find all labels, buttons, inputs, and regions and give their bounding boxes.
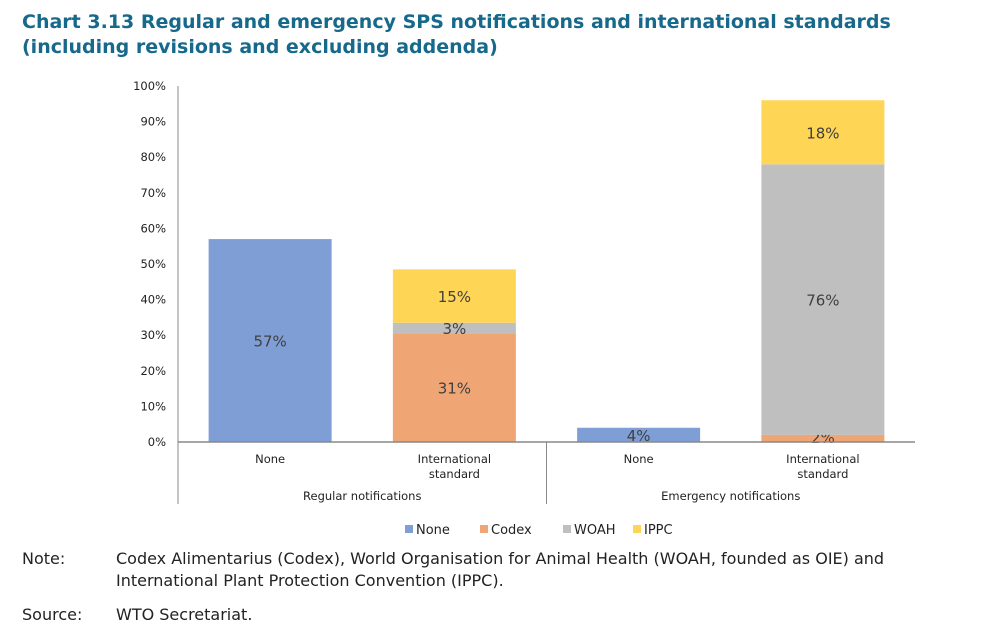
source-text: WTO Secretariat. bbox=[116, 605, 253, 624]
x-group-label: Emergency notifications bbox=[661, 489, 800, 503]
source-label: Source: bbox=[22, 605, 83, 624]
legend-label: IPPC bbox=[644, 523, 673, 538]
bar-segment-woah bbox=[761, 164, 885, 435]
bar-segment-codex bbox=[761, 434, 885, 442]
data-label: 31% bbox=[438, 380, 471, 398]
y-tick-label: 40% bbox=[140, 293, 166, 307]
bar-segment-none bbox=[208, 239, 332, 442]
y-tick-label: 80% bbox=[140, 150, 166, 164]
source: Source: WTO Secretariat. bbox=[22, 604, 1000, 626]
legend-label: Codex bbox=[491, 523, 532, 538]
bar-segment-woah bbox=[392, 322, 516, 334]
note-text: Codex Alimentarius (Codex), World Organi… bbox=[116, 549, 885, 590]
data-label: 57% bbox=[253, 333, 286, 351]
y-tick-label: 10% bbox=[140, 399, 166, 413]
x-group-label: Regular notifications bbox=[303, 489, 421, 503]
y-tick-label: 30% bbox=[140, 328, 166, 342]
data-label: 18% bbox=[806, 124, 839, 142]
note: Note: Codex Alimentarius (Codex), World … bbox=[22, 548, 1000, 592]
legend-swatch-codex bbox=[480, 525, 488, 533]
legend-swatch-none bbox=[405, 525, 413, 533]
y-tick-label: 100% bbox=[133, 79, 166, 93]
x-category-label: None bbox=[624, 452, 654, 466]
x-category-label: International bbox=[786, 452, 859, 466]
data-label: 3% bbox=[442, 320, 466, 338]
legend-swatch-ippc bbox=[633, 525, 641, 533]
y-tick-label: 20% bbox=[140, 364, 166, 378]
title-line-2: (including revisions and excluding adden… bbox=[22, 36, 498, 58]
note-label: Note: bbox=[22, 549, 66, 568]
y-tick-label: 90% bbox=[140, 115, 166, 129]
data-label: 76% bbox=[806, 292, 839, 310]
data-label: 15% bbox=[438, 288, 471, 306]
legend-label: None bbox=[416, 523, 450, 538]
title-line-1: Chart 3.13 Regular and emergency SPS not… bbox=[22, 11, 891, 33]
y-tick-label: 70% bbox=[140, 186, 166, 200]
x-category-label: None bbox=[255, 452, 285, 466]
y-tick-label: 50% bbox=[140, 257, 166, 271]
bar-segment-ippc bbox=[761, 100, 885, 165]
bar-segment-ippc bbox=[392, 269, 516, 323]
chart-title: Chart 3.13 Regular and emergency SPS not… bbox=[22, 10, 891, 60]
data-label: 4% bbox=[627, 427, 651, 445]
x-category-label: standard bbox=[797, 467, 848, 481]
y-tick-label: 0% bbox=[148, 435, 166, 449]
x-category-label: standard bbox=[429, 467, 480, 481]
x-category-label: International bbox=[418, 452, 491, 466]
legend-swatch-woah bbox=[563, 525, 571, 533]
bar-segment-codex bbox=[392, 333, 516, 442]
legend-label: WOAH bbox=[574, 523, 616, 538]
y-tick-label: 60% bbox=[140, 221, 166, 235]
bar-segment-none bbox=[577, 427, 701, 442]
